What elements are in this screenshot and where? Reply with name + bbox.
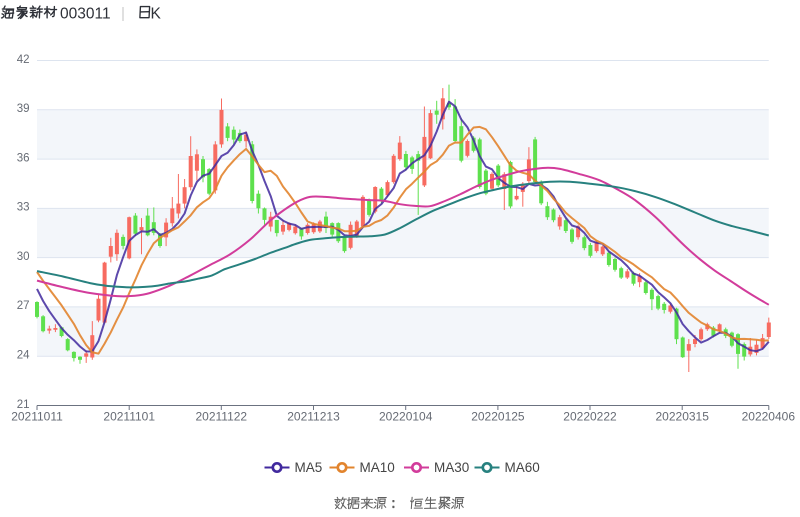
svg-text:20220125: 20220125 [471,410,525,424]
svg-text:MA30: MA30 [434,460,469,475]
svg-text:20220406: 20220406 [742,410,796,424]
svg-text:MA60: MA60 [505,460,540,475]
svg-text:20220222: 20220222 [563,410,617,424]
svg-text:27: 27 [17,300,30,312]
svg-text:39: 39 [17,103,30,115]
svg-text:20211101: 20211101 [103,410,155,424]
svg-text:20211213: 20211213 [287,410,340,424]
svg-text:42: 42 [17,54,30,66]
svg-text:MA5: MA5 [295,460,323,475]
svg-text:33: 33 [17,202,30,214]
svg-text:K: K [151,6,162,23]
svg-text:20211122: 20211122 [195,410,247,424]
svg-text:20220104: 20220104 [379,410,433,424]
svg-text:21: 21 [17,399,30,411]
svg-text:20220315: 20220315 [656,410,710,424]
svg-text:36: 36 [17,152,30,164]
svg-text:MA10: MA10 [360,460,395,475]
svg-text:003011: 003011 [60,6,111,23]
svg-text:30: 30 [17,251,30,263]
svg-text:24: 24 [17,350,30,362]
svg-text:20211011: 20211011 [11,410,63,424]
